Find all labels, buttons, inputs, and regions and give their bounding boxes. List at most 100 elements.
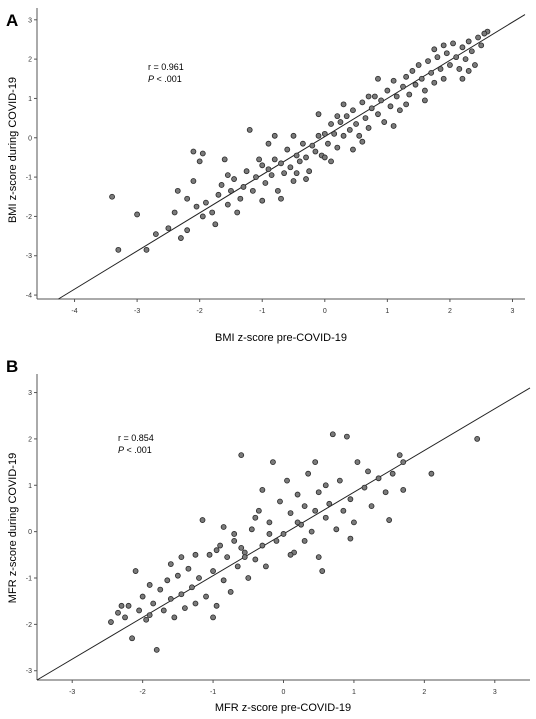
data-point: [403, 101, 410, 108]
data-point: [157, 586, 164, 593]
data-point: [359, 99, 366, 106]
p-value-b: < .001: [124, 445, 152, 455]
panel-label-a: A: [6, 11, 18, 30]
data-point: [325, 140, 331, 147]
data-point: [171, 209, 178, 216]
data-point: [210, 568, 216, 574]
x-ticks-a: -4 -3 -2 -1 0 1 2 3: [71, 299, 515, 315]
p-value-label-a: P < .001: [148, 74, 182, 84]
data-point: [299, 140, 306, 147]
data-point: [199, 213, 206, 220]
data-point: [146, 582, 153, 588]
data-point: [274, 187, 281, 194]
data-point: [178, 554, 185, 561]
data-point: [167, 561, 174, 567]
data-point: [389, 470, 396, 477]
data-point: [171, 614, 178, 621]
p-symbol-b: P: [118, 445, 124, 455]
regression-line-a: [58, 14, 526, 300]
data-point: [361, 484, 368, 491]
data-point: [356, 132, 363, 139]
data-point: [213, 602, 220, 609]
y-tick-label: -2: [26, 622, 32, 629]
x-axis-title-a: BMI z-score pre-COVID-19: [215, 332, 347, 344]
data-point: [234, 209, 241, 216]
data-point: [296, 158, 303, 165]
data-point: [390, 123, 397, 129]
data-point: [174, 187, 181, 194]
data-point: [321, 154, 328, 161]
data-point: [340, 507, 347, 514]
data-point: [431, 46, 438, 53]
data-point: [425, 58, 431, 64]
x-tick-label: -2: [140, 689, 146, 696]
data-point: [224, 554, 231, 561]
data-point: [340, 101, 347, 108]
y-tick-label: 2: [28, 57, 32, 64]
data-point: [277, 498, 283, 505]
data-point: [115, 609, 121, 616]
data-point: [108, 619, 114, 625]
x-tick-label: 3: [493, 689, 497, 696]
x-tick-label: 1: [385, 308, 389, 315]
data-point: [217, 542, 224, 549]
data-point: [440, 75, 447, 82]
data-point: [328, 158, 334, 165]
data-point: [284, 477, 290, 484]
data-point: [418, 75, 425, 82]
data-point: [196, 158, 203, 165]
data-point: [472, 62, 478, 68]
data-point: [134, 211, 141, 218]
data-point: [231, 176, 237, 182]
data-point: [249, 187, 256, 194]
x-tick-label: -1: [210, 689, 216, 696]
data-point: [190, 148, 197, 155]
y-tick-label: -1: [26, 175, 32, 182]
data-point: [255, 507, 262, 514]
data-point: [203, 199, 209, 206]
data-point: [308, 528, 315, 535]
data-point: [273, 538, 280, 544]
y-tick-label: -2: [26, 214, 32, 221]
data-point: [328, 121, 334, 127]
data-point: [303, 154, 309, 161]
data-point: [315, 132, 322, 139]
y-tick-label: -1: [26, 576, 32, 583]
data-point: [378, 97, 385, 104]
panel-b: B -3 -2 -1 0 1 2 3 -3 -2 -1 0 1 2 3 r = 0.854 P < .0…: [6, 357, 531, 714]
data-point: [459, 44, 466, 51]
data-point: [206, 551, 213, 558]
data-point: [331, 130, 338, 137]
data-point: [365, 125, 372, 131]
data-point: [453, 54, 460, 61]
data-point: [443, 50, 450, 57]
data-point: [129, 635, 135, 642]
data-point: [400, 459, 407, 465]
data-point: [196, 575, 202, 581]
data-point: [265, 166, 272, 173]
data-point: [246, 127, 253, 133]
points-a: [109, 28, 491, 253]
data-point: [280, 531, 287, 537]
data-point: [268, 172, 275, 179]
correlation-label-b: r = 0.854: [118, 433, 154, 443]
data-point: [390, 77, 397, 84]
data-point: [465, 68, 472, 74]
x-tick-label: -1: [259, 308, 265, 315]
data-point: [238, 544, 245, 551]
y-tick-label: 3: [28, 17, 32, 24]
data-point: [309, 142, 316, 149]
data-point: [334, 113, 341, 120]
data-point: [333, 526, 340, 533]
data-point: [315, 489, 322, 496]
data-point: [468, 48, 475, 55]
data-point: [478, 42, 485, 49]
data-point: [347, 496, 354, 503]
y-tick-label: 0: [28, 529, 32, 536]
panel-a: A -4 -3 -2 -1 0 1 2 3 -4 -3 -2 -1 0 1 2 3 r = 0.961 P …: [6, 8, 526, 344]
x-tick-label: -3: [69, 689, 75, 696]
data-point: [287, 551, 294, 558]
data-point: [259, 542, 266, 549]
data-point: [481, 30, 488, 37]
x-tick-label: -3: [134, 308, 140, 315]
